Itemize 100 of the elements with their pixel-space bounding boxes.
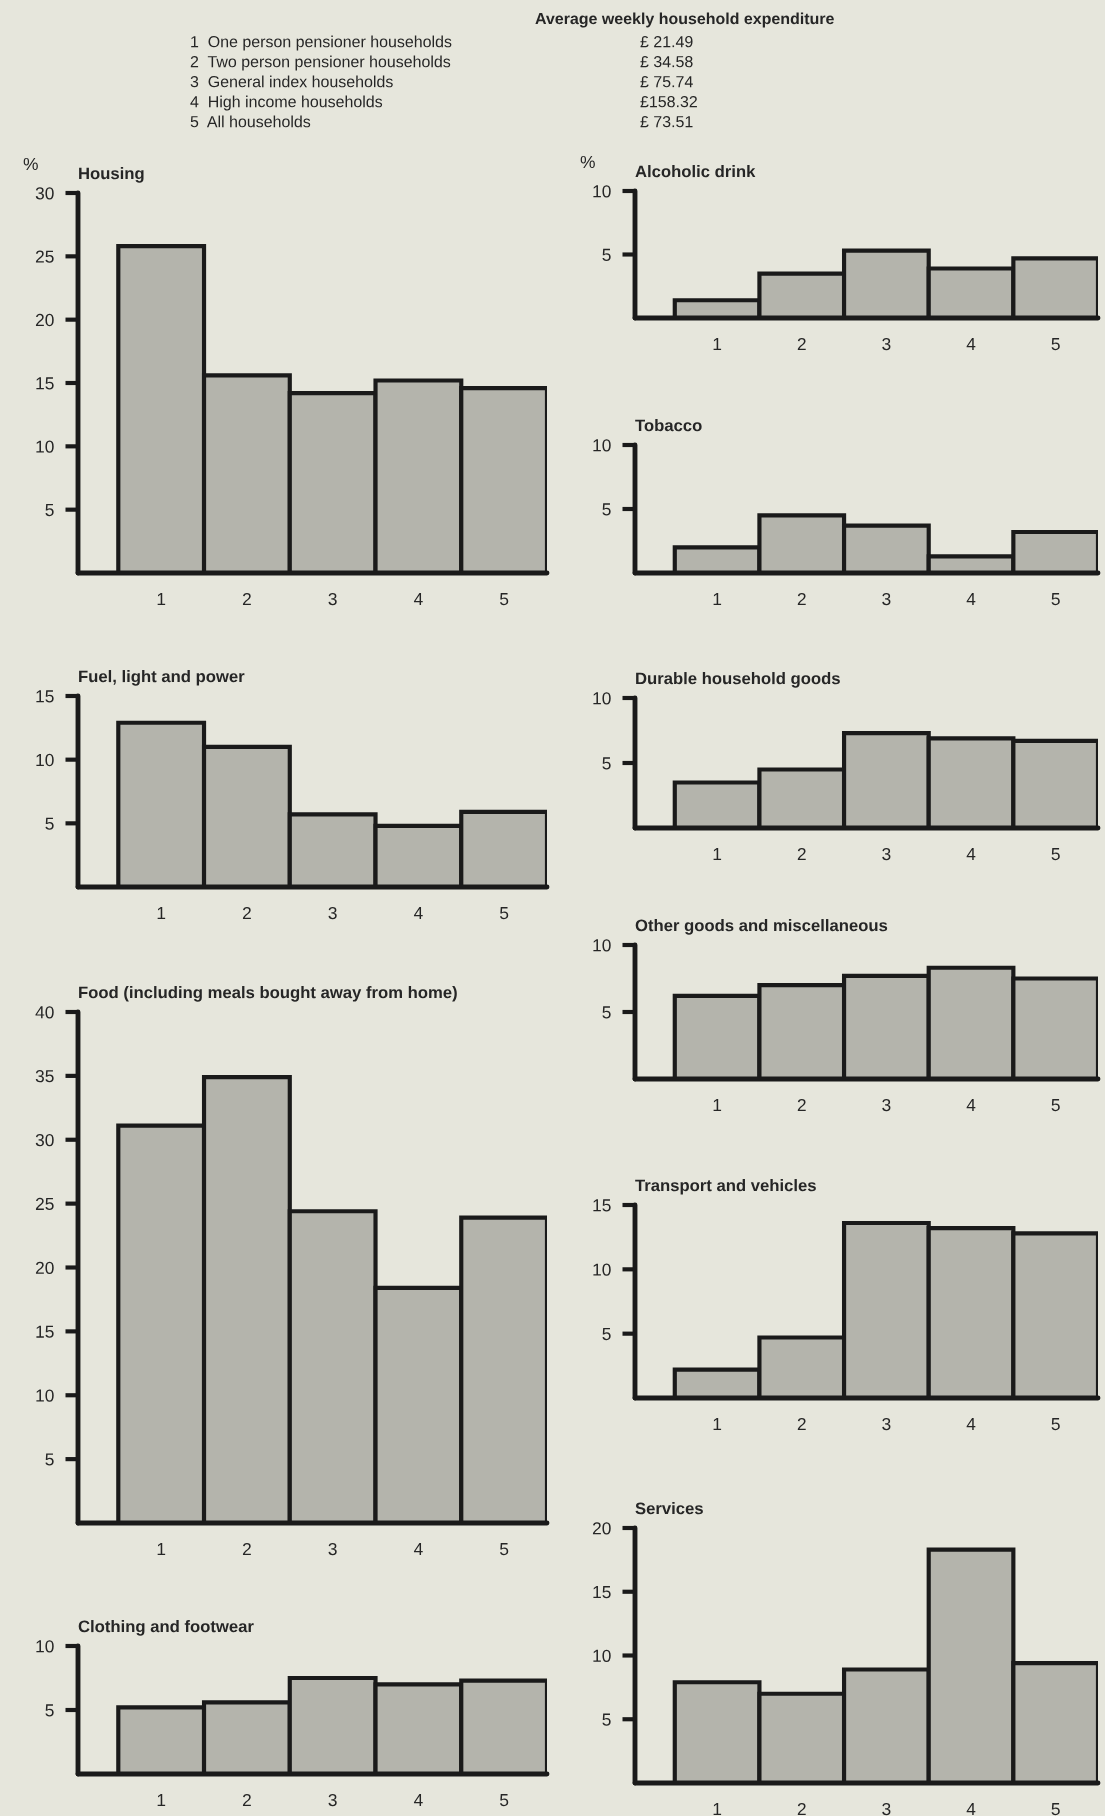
- text: 1 One person pensioner households: [191, 35, 452, 51]
- x-tick-label: 3: [882, 337, 891, 351]
- y-tick-label: 5: [602, 248, 611, 261]
- text: 4 High income households: [190, 95, 383, 111]
- chart-title: Housing: [79, 167, 144, 183]
- x-tick-label: 4: [966, 338, 976, 351]
- x-tick-label: 3: [882, 1802, 891, 1816]
- x-tick-label: 5: [500, 907, 509, 920]
- x-tick-label: 2: [242, 592, 251, 606]
- x-tick-label: 4: [966, 1099, 976, 1112]
- x-tick-label: 3: [328, 592, 337, 606]
- y-tick-label: 10: [593, 692, 611, 705]
- chart-title: Services: [635, 1502, 703, 1515]
- x-tick-label: 1: [713, 338, 722, 351]
- x-tick-label: 5: [500, 593, 509, 606]
- x-tick-label: 5: [1051, 593, 1060, 606]
- y-tick-label: 10: [36, 753, 54, 767]
- text: £ 75.74: [640, 75, 693, 88]
- text: Average weekly household expenditure: [535, 12, 834, 28]
- chart-title: Clothing and footwear: [78, 1620, 254, 1636]
- x-tick-label: 5: [1051, 1418, 1060, 1431]
- x-tick-label: 2: [242, 1542, 251, 1556]
- text: 2 Two person pensioner households: [190, 55, 451, 71]
- x-tick-label: 5: [1051, 338, 1060, 351]
- y-tick-label: 10: [36, 440, 54, 453]
- y-tick-label: 10: [36, 1389, 54, 1402]
- y-tick-label: 5: [45, 1704, 54, 1717]
- x-tick-label: 5: [500, 1543, 509, 1556]
- y-tick-label: 40: [35, 1006, 54, 1019]
- y-tick-label: 30: [35, 1133, 54, 1147]
- y-tick-label: 5: [45, 1453, 54, 1466]
- y-tick-label: 5: [602, 757, 611, 770]
- y-tick-label: 25: [35, 1197, 54, 1211]
- x-tick-label: 1: [157, 1543, 166, 1556]
- x-tick-label: 1: [157, 1794, 166, 1807]
- y-tick-label: 20: [35, 1261, 54, 1274]
- x-tick-label: 4: [966, 1418, 976, 1431]
- y-tick-label: 10: [593, 185, 611, 198]
- x-tick-label: 3: [328, 1542, 337, 1556]
- x-tick-label: 1: [713, 848, 722, 861]
- y-tick-label: 5: [602, 1328, 611, 1341]
- x-tick-label: 5: [1051, 1099, 1060, 1112]
- y-tick-label: 5: [602, 503, 611, 516]
- y-tick-label: 10: [593, 939, 611, 952]
- text: £ 21.49: [640, 35, 693, 48]
- chart-title: Fuel, light and power: [79, 670, 245, 686]
- y-tick-label: 5: [602, 1713, 611, 1726]
- y-tick-label: 30: [35, 187, 54, 200]
- x-tick-label: 2: [242, 906, 251, 920]
- text: £158.32: [640, 95, 697, 108]
- text: 5 All households: [190, 115, 311, 128]
- x-tick-label: 4: [966, 1803, 976, 1816]
- x-tick-label: 1: [713, 593, 722, 606]
- x-tick-label: 2: [797, 847, 806, 861]
- chart-title: Tobacco: [635, 419, 702, 432]
- y-tick-label: 15: [593, 1199, 611, 1212]
- x-tick-label: 2: [242, 1793, 251, 1807]
- x-tick-label: 5: [500, 1794, 509, 1807]
- x-tick-label: 3: [328, 1793, 337, 1807]
- x-tick-label: 3: [882, 847, 891, 861]
- y-tick-label: 20: [35, 313, 54, 327]
- y-tick-label: 35: [35, 1070, 54, 1083]
- x-tick-label: 1: [713, 1803, 722, 1816]
- y-tick-label: 5: [45, 817, 54, 830]
- x-tick-label: 2: [797, 337, 806, 351]
- x-tick-label: 3: [328, 906, 337, 920]
- text: £ 34.58: [640, 55, 693, 68]
- x-tick-label: 3: [882, 1417, 891, 1431]
- x-tick-label: 1: [713, 1418, 722, 1431]
- chart-title: Durable household goods: [636, 672, 840, 688]
- x-tick-label: 4: [413, 593, 423, 606]
- y-tick-label: 15: [36, 690, 54, 703]
- y-axis-title: %: [580, 155, 595, 169]
- x-tick-label: 4: [966, 593, 976, 606]
- x-tick-label: 2: [797, 1802, 806, 1816]
- y-tick-label: 25: [35, 250, 54, 263]
- y-tick-label: 15: [593, 1586, 611, 1599]
- chart-title: Transport and vehicles: [635, 1179, 816, 1195]
- x-tick-label: 1: [157, 593, 166, 606]
- chart-title: Other goods and miscellaneous: [635, 919, 888, 935]
- y-tick-label: 15: [36, 1325, 54, 1338]
- y-axis-title: %: [23, 157, 38, 171]
- x-tick-label: 4: [966, 848, 976, 861]
- x-tick-label: 3: [882, 592, 891, 606]
- x-tick-label: 1: [157, 907, 166, 920]
- x-tick-label: 2: [797, 1417, 806, 1431]
- y-tick-label: 5: [602, 1006, 611, 1019]
- y-tick-label: 20: [592, 1522, 611, 1535]
- chart-title: Food (including meals bought away from home): [79, 986, 457, 1002]
- y-tick-label: 15: [36, 377, 54, 390]
- x-tick-label: 1: [713, 1099, 722, 1112]
- x-tick-label: 2: [797, 1098, 806, 1112]
- x-tick-label: 3: [882, 1098, 891, 1112]
- text: 3 General index households: [190, 75, 393, 88]
- x-tick-label: 4: [413, 907, 423, 920]
- x-tick-label: 2: [797, 592, 806, 606]
- y-tick-label: 10: [593, 1263, 611, 1276]
- x-tick-label: 5: [1051, 848, 1060, 861]
- y-tick-label: 5: [45, 504, 54, 517]
- x-tick-label: 5: [1051, 1803, 1060, 1816]
